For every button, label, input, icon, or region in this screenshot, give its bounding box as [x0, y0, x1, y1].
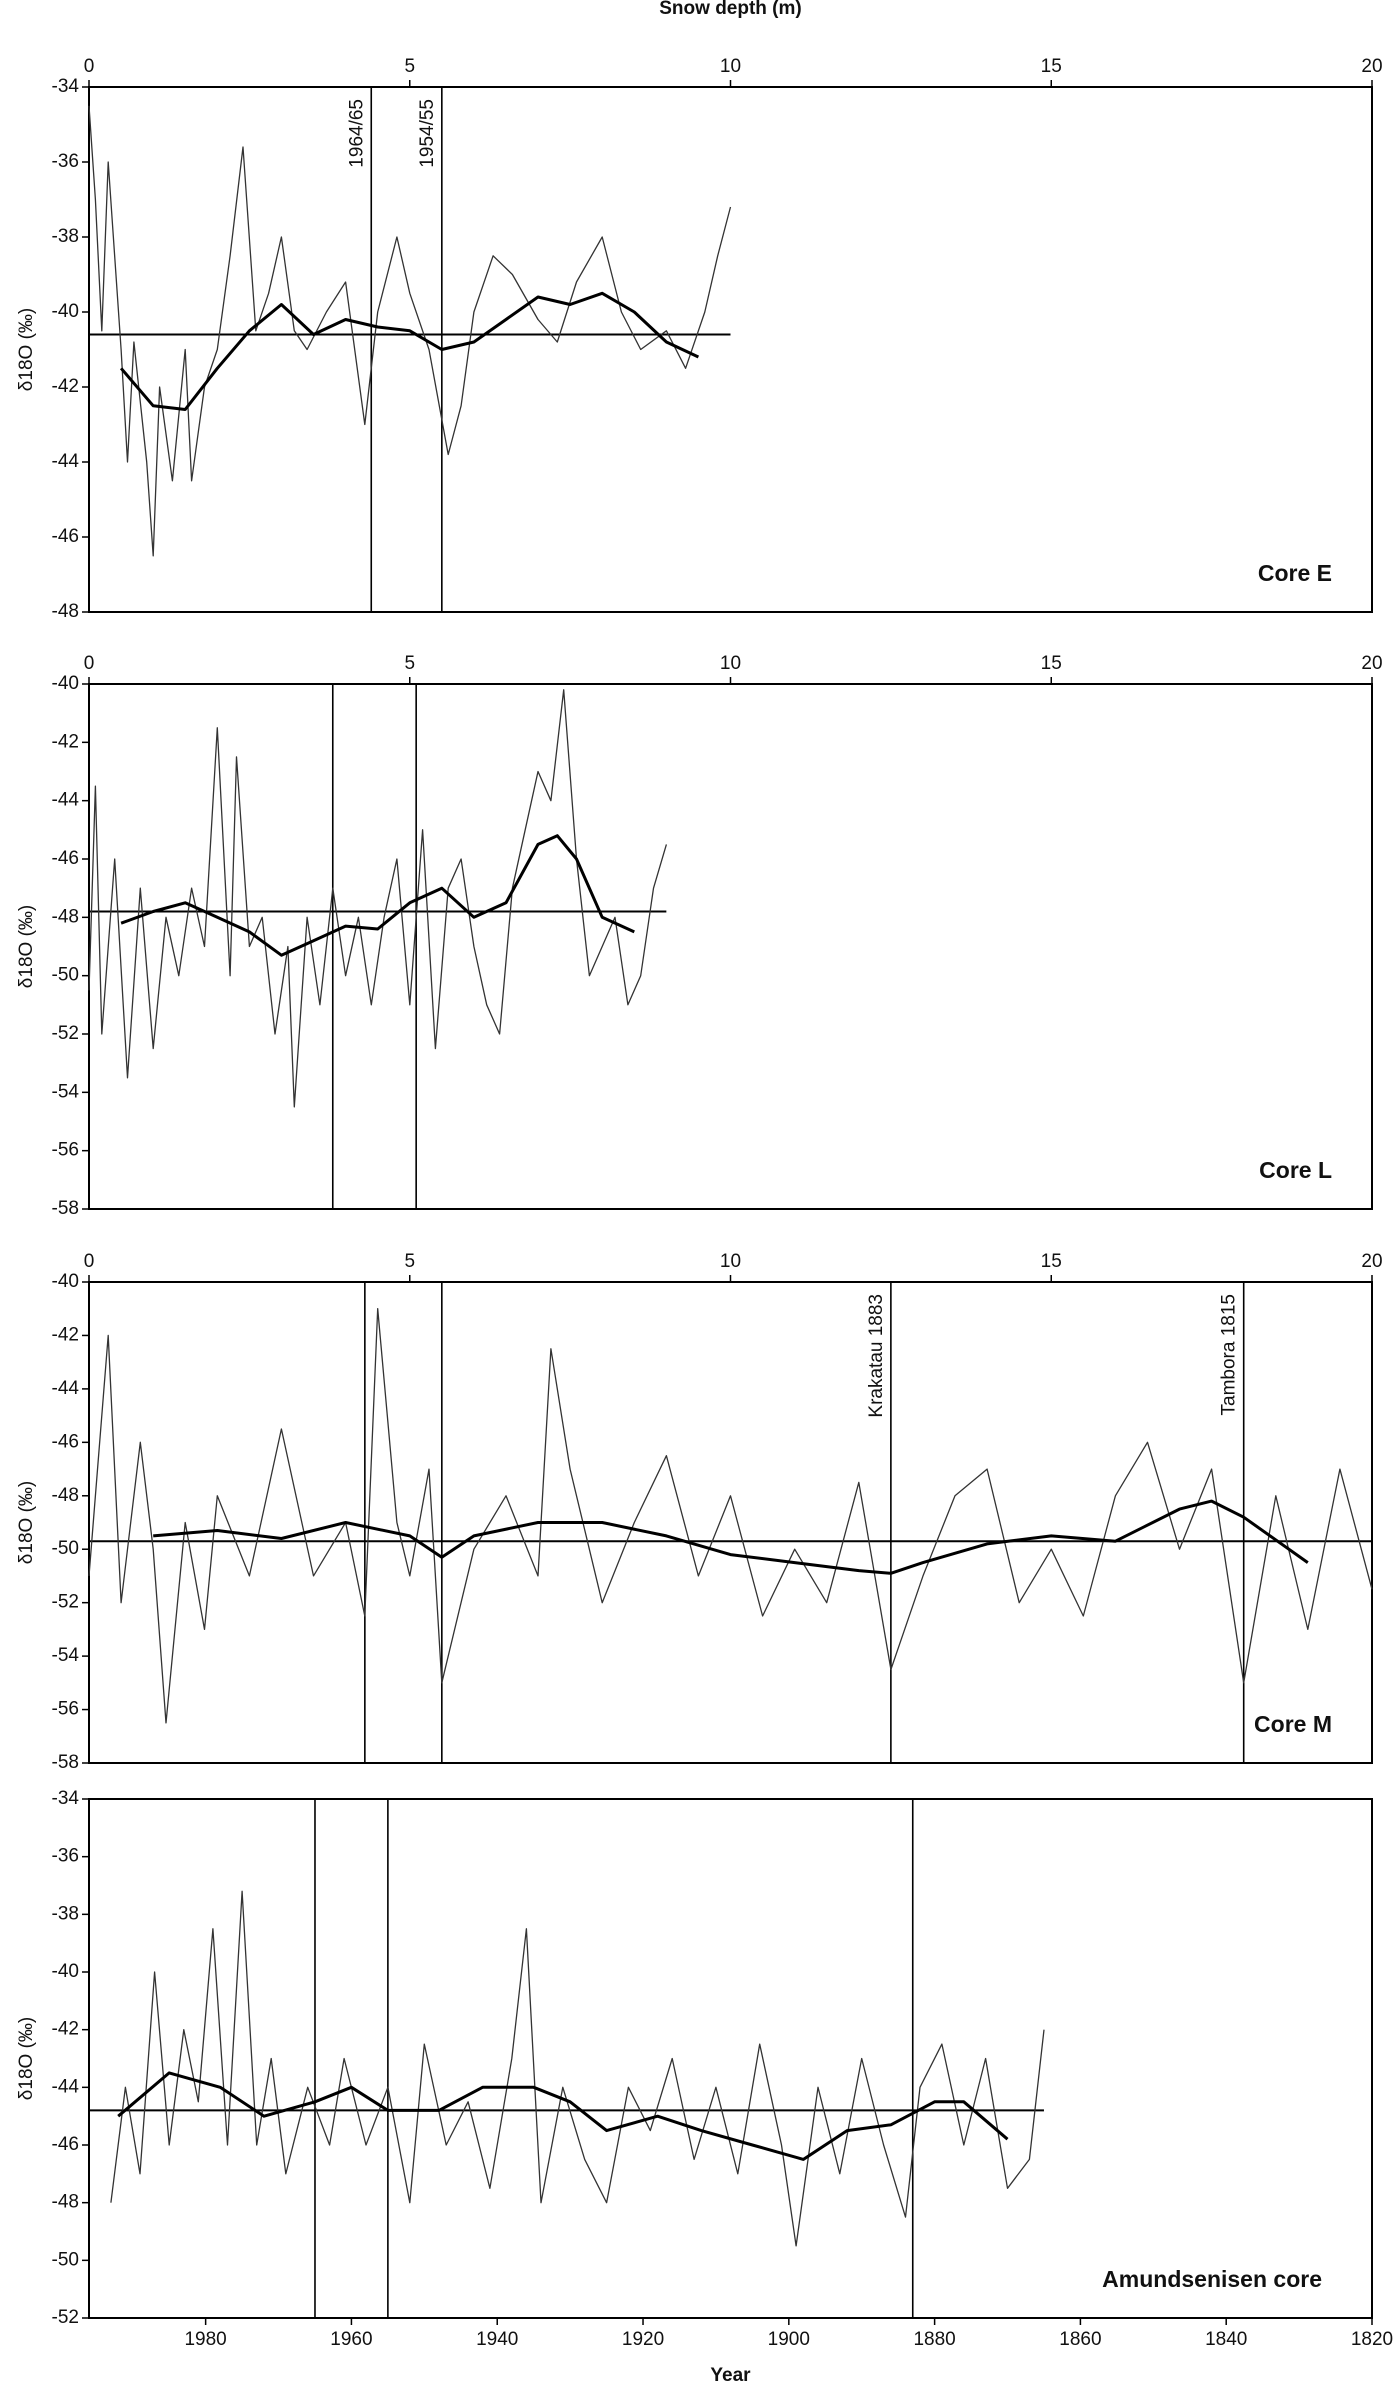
x-tick-label: 10: [720, 56, 741, 77]
y-axis-label: δ18O (‰): [16, 2017, 37, 2100]
y-tick-label: -58: [52, 1752, 79, 1773]
panel-annotation: Core M: [1254, 1711, 1332, 1737]
y-tick-label: -48: [52, 1485, 79, 1506]
plot-frame: [88, 683, 1373, 1210]
raw-series: [88, 1308, 1373, 1724]
y-tick-label: -46: [52, 526, 79, 547]
y-tick-label: -46: [52, 1431, 79, 1452]
plot-frame: [88, 86, 1373, 613]
plot-frame: [88, 1281, 1373, 1764]
y-tick-label: -56: [52, 1140, 79, 1161]
y-tick-label: -42: [52, 1324, 79, 1345]
x-tick-label: 1860: [1059, 2329, 1101, 2350]
smoothed-series: [153, 1499, 1309, 1575]
smoothed-series: [119, 291, 700, 411]
y-tick-label: -42: [52, 731, 79, 752]
smoothed-series: [117, 2071, 1009, 2161]
y-tick-label: -46: [52, 2134, 79, 2155]
x-axis-label: Year: [710, 2365, 751, 2386]
y-tick-label: -40: [52, 1271, 79, 1292]
event-label: 1964/65: [346, 99, 367, 168]
x-tick-label: 1820: [1351, 2329, 1393, 2350]
y-tick-label: -48: [52, 2192, 79, 2213]
y-tick-label: -58: [52, 1198, 79, 1219]
x-tick-label: 1920: [622, 2329, 664, 2350]
x-tick-label: 1940: [476, 2329, 518, 2350]
y-axis-label: δ18O (‰): [16, 1481, 37, 1564]
raw-series: [88, 105, 732, 557]
x-tick-label: 5: [404, 653, 415, 674]
y-tick-label: -42: [52, 2019, 79, 2040]
y-axis-label: δ18O (‰): [16, 308, 37, 391]
event-label: Tambora 1815: [1219, 1294, 1240, 1415]
y-tick-label: -46: [52, 848, 79, 869]
y-tick-label: -50: [52, 2249, 79, 2270]
x-tick-label: 5: [404, 56, 415, 77]
y-tick-label: -50: [52, 1538, 79, 1559]
panel-annotation: Amundsenisen core: [1102, 2266, 1322, 2292]
panel-annotation: Core L: [1259, 1157, 1332, 1183]
y-tick-label: -44: [52, 790, 80, 811]
y-tick-label: -52: [52, 2307, 79, 2328]
y-tick-label: -38: [52, 1903, 79, 1924]
x-tick-label: 20: [1361, 653, 1382, 674]
y-tick-label: -48: [52, 906, 79, 927]
y-tick-label: -44: [52, 451, 80, 472]
x-tick-label: 5: [404, 1251, 415, 1272]
y-tick-label: -44: [52, 2076, 80, 2097]
y-tick-label: -56: [52, 1699, 79, 1720]
y-tick-label: -34: [52, 1788, 80, 1809]
x-tick-label: 1900: [768, 2329, 810, 2350]
y-tick-label: -48: [52, 601, 79, 622]
y-tick-label: -36: [52, 151, 79, 172]
x-tick-label: 15: [1041, 56, 1062, 77]
raw-series: [110, 1890, 1045, 2247]
event-label: Krakatau 1883: [866, 1294, 887, 1418]
x-tick-label: 1880: [913, 2329, 955, 2350]
y-tick-label: -40: [52, 673, 79, 694]
x-tick-label: 15: [1041, 1251, 1062, 1272]
x-tick-label: 10: [720, 653, 741, 674]
y-tick-label: -40: [52, 1961, 79, 1982]
y-tick-label: -36: [52, 1846, 79, 1867]
x-tick-label: 0: [84, 1251, 95, 1272]
x-tick-label: 0: [84, 653, 95, 674]
x-tick-label: 20: [1361, 56, 1382, 77]
x-tick-label: 1840: [1205, 2329, 1247, 2350]
raw-series: [88, 689, 668, 1108]
x-tick-label: 1980: [184, 2329, 226, 2350]
x-axis-label: Snow depth (m): [659, 0, 801, 19]
x-tick-label: 10: [720, 1251, 741, 1272]
y-tick-label: -42: [52, 376, 79, 397]
y-tick-label: -50: [52, 965, 79, 986]
y-tick-label: -40: [52, 301, 79, 322]
smoothed-series: [120, 834, 635, 957]
y-tick-label: -52: [52, 1023, 79, 1044]
plot-frame: [88, 1798, 1373, 2319]
y-axis-label: δ18O (‰): [16, 905, 37, 988]
x-tick-label: 1960: [330, 2329, 372, 2350]
y-tick-label: -54: [52, 1645, 80, 1666]
y-tick-label: -38: [52, 226, 79, 247]
panel-annotation: Core E: [1258, 560, 1332, 586]
event-label: 1954/55: [417, 99, 438, 168]
x-tick-label: 15: [1041, 653, 1062, 674]
y-tick-label: -44: [52, 1378, 80, 1399]
x-tick-label: 20: [1361, 1251, 1382, 1272]
y-tick-label: -52: [52, 1592, 79, 1613]
x-tick-label: 0: [84, 56, 95, 77]
y-tick-label: -54: [52, 1081, 80, 1102]
y-tick-label: -34: [52, 76, 80, 97]
